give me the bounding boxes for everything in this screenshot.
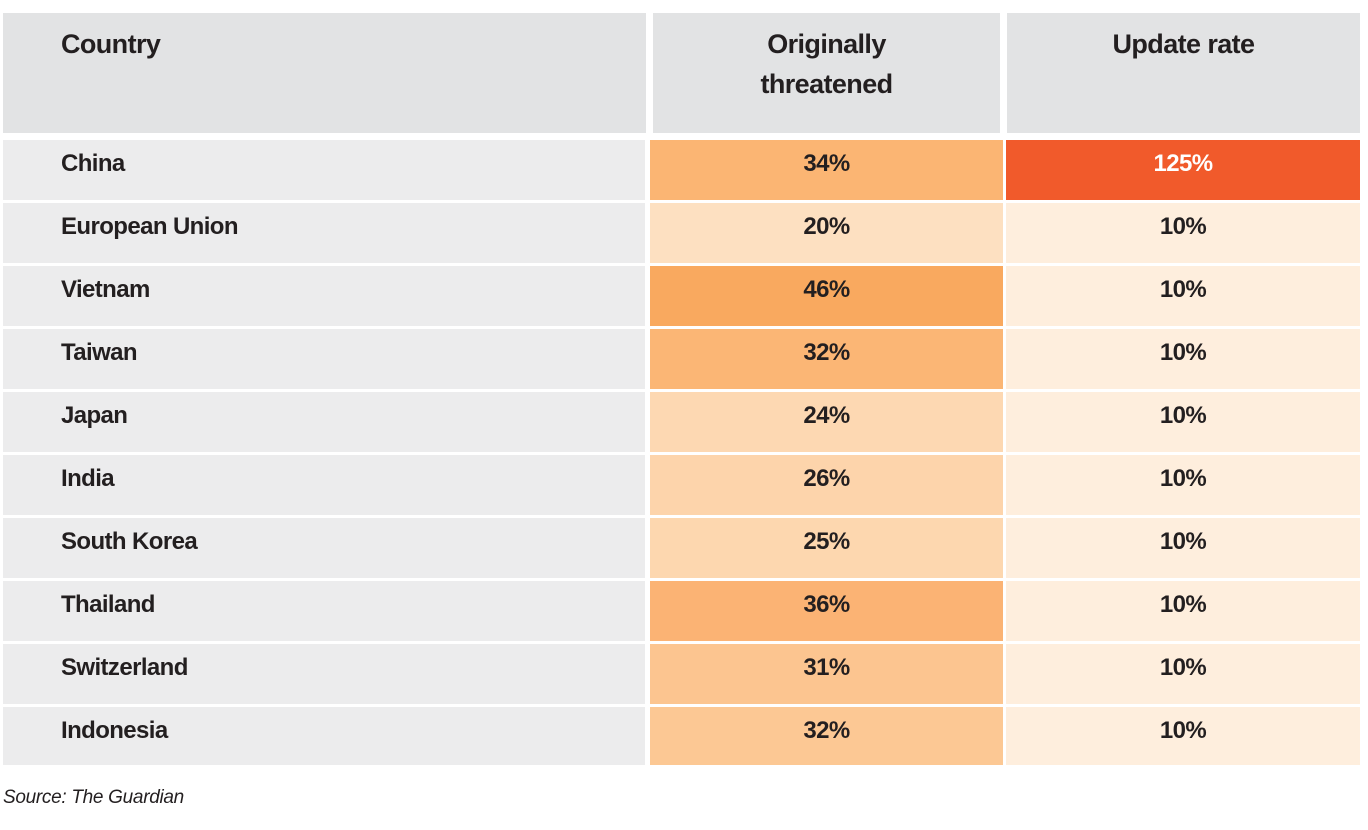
originally-threatened-cell: 26% <box>650 455 1003 515</box>
update-rate-cell: 10% <box>1006 581 1360 641</box>
header-country: Country <box>3 13 646 133</box>
originally-threatened-cell: 24% <box>650 392 1003 452</box>
update-rate-cell: 10% <box>1006 329 1360 389</box>
country-cell: Vietnam <box>3 266 645 326</box>
update-rate-cell: 10% <box>1006 644 1360 704</box>
table-row: European Union 20% 10% <box>3 203 1360 263</box>
update-rate-cell: 10% <box>1006 392 1360 452</box>
update-rate-cell: 125% <box>1006 140 1360 200</box>
update-rate-cell: 10% <box>1006 203 1360 263</box>
table-row: China 34% 125% <box>3 140 1360 200</box>
country-cell: Japan <box>3 392 645 452</box>
country-cell: Taiwan <box>3 329 645 389</box>
table-row: Indonesia 32% 10% <box>3 707 1360 765</box>
originally-threatened-cell: 36% <box>650 581 1003 641</box>
header-update-rate: Update rate <box>1007 13 1360 133</box>
country-cell: China <box>3 140 645 200</box>
table-row: Thailand 36% 10% <box>3 581 1360 641</box>
table-row: India 26% 10% <box>3 455 1360 515</box>
originally-threatened-cell: 31% <box>650 644 1003 704</box>
country-cell: Switzerland <box>3 644 645 704</box>
country-cell: European Union <box>3 203 645 263</box>
country-cell: Indonesia <box>3 707 645 765</box>
table-row: Vietnam 46% 10% <box>3 266 1360 326</box>
header-originally-threatened: Originally threatened <box>653 13 1000 133</box>
originally-threatened-cell: 20% <box>650 203 1003 263</box>
originally-threatened-cell: 32% <box>650 707 1003 765</box>
table-row: South Korea 25% 10% <box>3 518 1360 578</box>
table-row: Taiwan 32% 10% <box>3 329 1360 389</box>
originally-threatened-cell: 46% <box>650 266 1003 326</box>
update-rate-cell: 10% <box>1006 518 1360 578</box>
update-rate-cell: 10% <box>1006 266 1360 326</box>
table-row: Switzerland 31% 10% <box>3 644 1360 704</box>
country-cell: India <box>3 455 645 515</box>
originally-threatened-cell: 32% <box>650 329 1003 389</box>
originally-threatened-cell: 34% <box>650 140 1003 200</box>
header-row: Country Originally threatened Update rat… <box>3 13 1360 133</box>
tariff-table: Country Originally threatened Update rat… <box>3 13 1360 765</box>
update-rate-cell: 10% <box>1006 455 1360 515</box>
source-note: Source: The Guardian <box>3 787 184 808</box>
update-rate-cell: 10% <box>1006 707 1360 765</box>
table-row: Japan 24% 10% <box>3 392 1360 452</box>
country-cell: Thailand <box>3 581 645 641</box>
country-cell: South Korea <box>3 518 645 578</box>
originally-threatened-cell: 25% <box>650 518 1003 578</box>
